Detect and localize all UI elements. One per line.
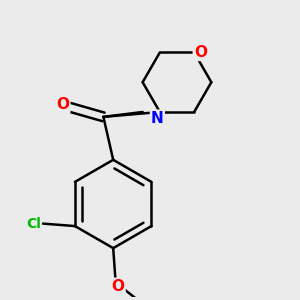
Text: N: N bbox=[151, 111, 164, 126]
Text: O: O bbox=[194, 45, 207, 60]
Text: O: O bbox=[112, 279, 124, 294]
Text: O: O bbox=[56, 97, 69, 112]
Text: Cl: Cl bbox=[26, 217, 41, 231]
